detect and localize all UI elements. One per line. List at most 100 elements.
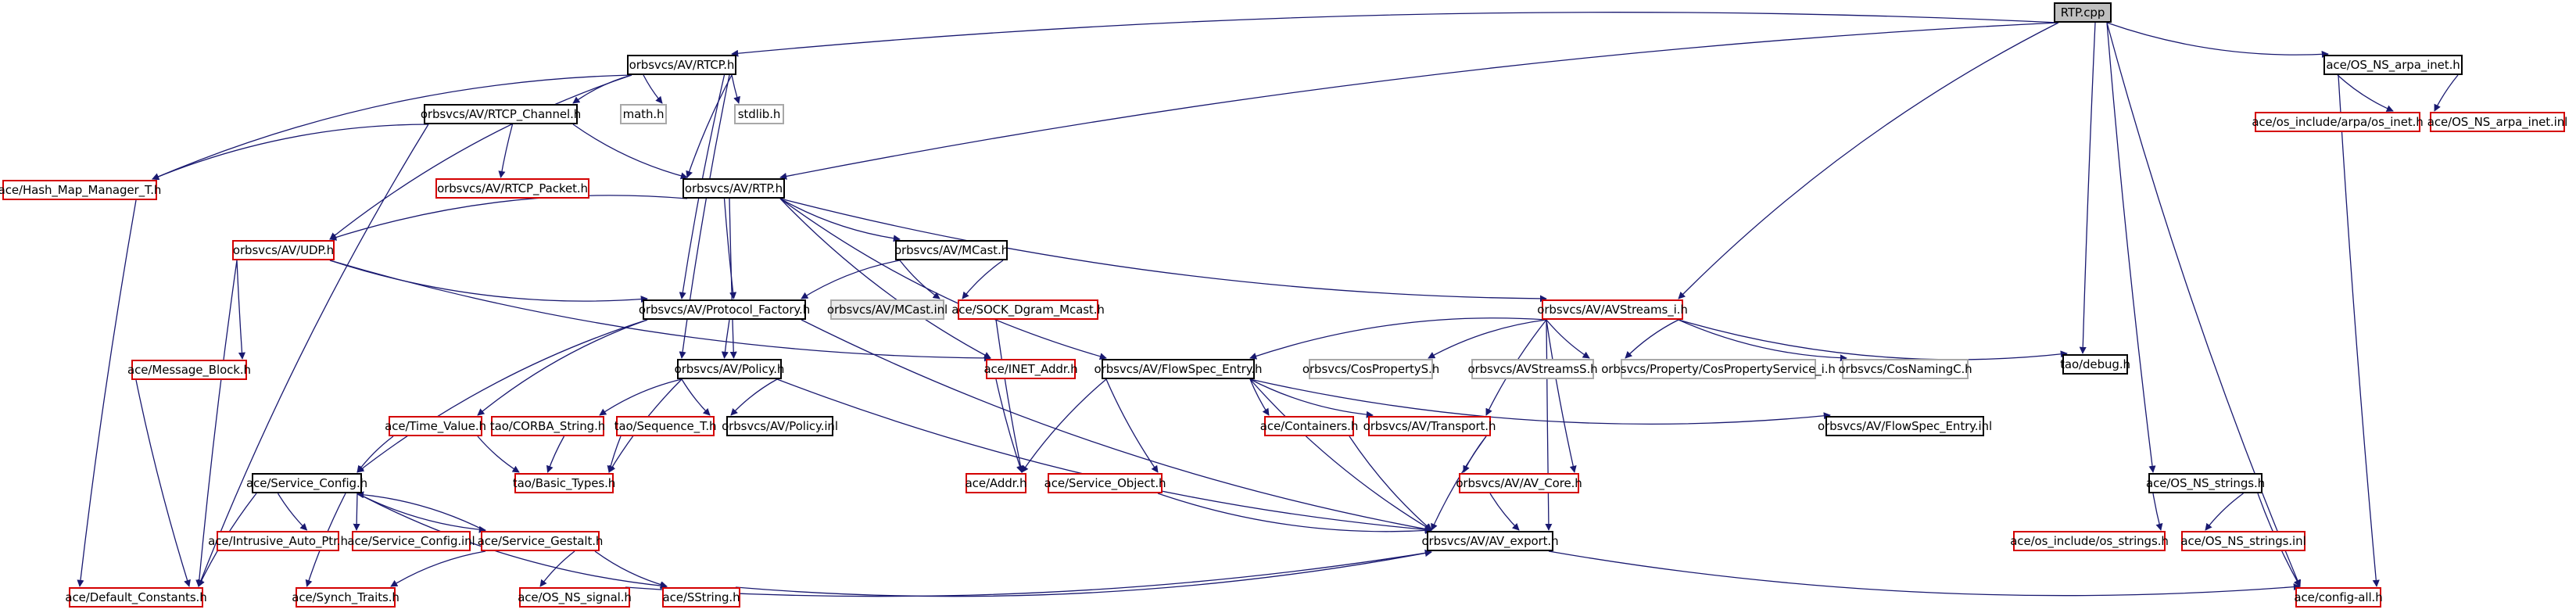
graph-node[interactable]: orbsvcs/AV/UDP.h [232, 240, 335, 260]
graph-edge [1546, 319, 1577, 473]
graph-edge [2106, 22, 2329, 58]
graph-node[interactable]: ace/Containers.h [1260, 416, 1358, 436]
graph-node[interactable]: ace/Time_Value.h [385, 416, 486, 436]
graph-node[interactable]: ace/config-all.h [2294, 587, 2383, 608]
graph-node[interactable]: ace/Addr.h [966, 473, 1027, 493]
graph-node[interactable]: ace/Message_Block.h [127, 360, 251, 380]
graph-edge [572, 74, 632, 104]
graph-node[interactable]: ace/Default_Constants.h [65, 587, 207, 608]
graph-node[interactable]: ace/SString.h [662, 587, 740, 608]
graph-edge [1678, 22, 2059, 299]
graph-node[interactable]: orbsvcs/AV/Protocol_Factory.h [639, 299, 810, 320]
graph-edge [779, 22, 2059, 180]
graph-node[interactable]: orbsvcs/AV/AV_Core.h [1456, 473, 1582, 493]
graph-node[interactable]: orbsvcs/AV/AV_export.h [1421, 531, 1559, 551]
graph-edge [329, 260, 648, 303]
graph-node[interactable]: ace/Intrusive_Auto_Ptr.h [208, 531, 348, 551]
graph-edge [1489, 493, 1520, 531]
graph-node[interactable]: ace/Service_Config.h [246, 473, 367, 493]
graph-node[interactable]: ace/os_include/arpa/os_inet.h [2252, 112, 2424, 132]
graph-edge [1157, 493, 1432, 535]
graph-edge [776, 378, 1432, 533]
graph-node[interactable]: ace/OS_NS_strings.h [2146, 473, 2265, 493]
graph-node[interactable]: ace/Synch_Traits.h [292, 587, 399, 608]
graph-edge [152, 74, 632, 180]
graph-node[interactable]: orbsvcs/AV/AVStreams_i.h [1537, 299, 1688, 320]
graph-edge [731, 12, 2059, 57]
graph-edge [1548, 550, 2301, 597]
graph-edge [2106, 22, 2156, 473]
graph-node[interactable]: ace/Hash_Map_Manager_T.h [0, 180, 161, 200]
graph-node[interactable]: tao/Basic_Types.h [513, 473, 615, 493]
graph-edge [1249, 378, 1270, 416]
graph-edge [498, 124, 514, 178]
graph-node: stdlib.h [734, 104, 784, 124]
graph-node[interactable]: orbsvcs/AV/RTCP.h [627, 55, 736, 75]
graph-edge [643, 74, 663, 104]
graph-edge [962, 260, 1004, 299]
graph-edge [329, 74, 632, 240]
graph-edge [477, 319, 648, 416]
graph-node[interactable]: ace/Service_Gestalt.h [478, 531, 603, 551]
graph-node[interactable]: orbsvcs/AV/Policy.h [675, 359, 784, 379]
graph-edge [2338, 74, 2380, 587]
graph-node[interactable]: tao/CORBA_String.h [490, 416, 605, 436]
graph-edge [2079, 22, 2096, 354]
graph-node[interactable]: orbsvcs/AV/MCast.inl [827, 299, 948, 320]
graph-edge [1545, 319, 1553, 531]
graph-edge [329, 195, 688, 241]
graph-edge [539, 550, 575, 587]
graph-edge [607, 436, 622, 473]
graph-edge [356, 493, 486, 533]
graph-edge [2337, 74, 2394, 112]
graph-edge [899, 260, 940, 299]
graph-edge [2106, 22, 2302, 587]
graph-node[interactable]: orbsvcs/AV/RTP.h [683, 178, 785, 199]
graph-node[interactable]: ace/OS_NS_signal.h [518, 587, 632, 608]
graph-node[interactable]: orbsvcs/AV/FlowSpec_Entry.h [1095, 359, 1263, 379]
graph-node[interactable]: ace/os_include/os_strings.h [2010, 531, 2169, 551]
graph-node[interactable]: RTP.cpp [2054, 2, 2112, 23]
graph-edge [572, 124, 688, 180]
graph-edge [356, 493, 668, 590]
graph-edge [779, 198, 901, 242]
graph-edge [779, 198, 991, 359]
graph-node: math.h [620, 104, 667, 124]
graph-edge [681, 378, 711, 416]
graph-edge [195, 260, 238, 587]
graph-node[interactable]: ace/SOCK_Dgram_Mcast.h [951, 299, 1105, 320]
graph-edge [1249, 378, 1432, 531]
graph-node[interactable]: ace/OS_NS_arpa_inet.inl [2427, 112, 2567, 132]
graph-edge [1678, 319, 2068, 360]
graph-edge [2152, 493, 2163, 531]
graph-node[interactable]: orbsvcs/AV/MCast.h [894, 240, 1009, 260]
graph-edge [723, 198, 737, 299]
graph-node[interactable]: ace/INET_Addr.h [983, 359, 1078, 379]
graph-edge [1105, 378, 1159, 473]
graph-edge [1428, 319, 1547, 359]
graph-edge [779, 198, 1547, 303]
graph-edge [356, 436, 394, 473]
graph-edge [1021, 378, 1107, 473]
graph-edge [356, 491, 486, 532]
graph-node: orbsvcs/CosPropertyS.h [1302, 359, 1439, 379]
graph-edge [686, 74, 733, 178]
graph-edge [546, 436, 565, 473]
graph-node[interactable]: orbsvcs/AV/RTCP_Channel.h [421, 104, 581, 124]
graph-edge [197, 124, 429, 587]
graph-edge [390, 550, 486, 587]
graph-edge [1249, 378, 1831, 425]
graph-node[interactable]: ace/Service_Config.inl [347, 531, 475, 551]
graph-node[interactable]: orbsvcs/AV/Policy.inl [722, 416, 838, 436]
graph-edge [2205, 493, 2244, 531]
graph-node[interactable]: orbsvcs/AV/FlowSpec_Entry.inl [1818, 416, 1992, 436]
graph-node[interactable]: ace/Service_Object.h [1044, 473, 1166, 493]
graph-node[interactable]: tao/Sequence_T.h [614, 416, 717, 436]
graph-node[interactable]: ace/OS_NS_strings.inl [2180, 531, 2306, 551]
graph-edge [277, 493, 308, 531]
graph-edge [730, 378, 778, 416]
graph-node[interactable]: orbsvcs/AV/Transport.h [1363, 416, 1496, 436]
graph-node[interactable]: orbsvcs/AV/RTCP_Packet.h [435, 178, 589, 199]
graph-node[interactable]: tao/debug.h [2060, 354, 2130, 375]
graph-node[interactable]: ace/OS_NS_arpa_inet.h [2323, 55, 2463, 75]
